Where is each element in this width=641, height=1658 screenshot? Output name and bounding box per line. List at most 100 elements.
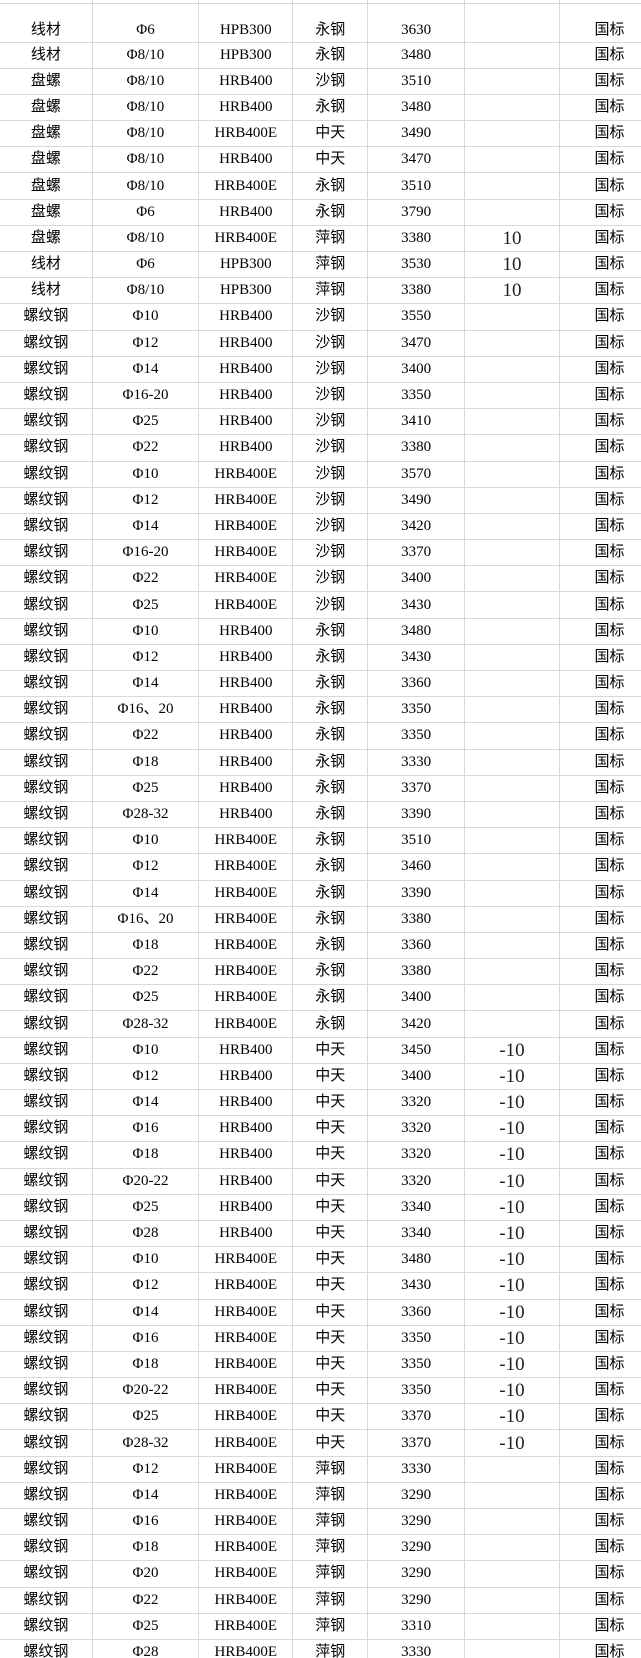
cell-price[interactable]: 3370 bbox=[368, 1430, 465, 1457]
cell-grade[interactable]: HRB400 bbox=[199, 1037, 294, 1064]
cell-spec[interactable]: Φ12 bbox=[92, 1456, 200, 1483]
cell-standard[interactable]: 国标 bbox=[559, 907, 641, 933]
cell-change[interactable] bbox=[464, 42, 560, 69]
cell-spec[interactable]: Φ16 bbox=[92, 1509, 200, 1536]
cell-spec[interactable]: Φ14 bbox=[92, 1299, 200, 1326]
cell-material[interactable]: 线材 bbox=[0, 42, 93, 69]
cell-grade[interactable]: HRB400 bbox=[199, 330, 294, 357]
cell-material[interactable]: 螺纹钢 bbox=[0, 330, 93, 357]
cell-material[interactable]: 螺纹钢 bbox=[0, 1325, 93, 1352]
cell-mill[interactable]: 沙钢 bbox=[293, 356, 369, 383]
cell-spec[interactable]: Φ8/10 bbox=[92, 225, 200, 252]
cell-change[interactable] bbox=[464, 644, 560, 671]
cell-spec[interactable]: Φ22 bbox=[92, 723, 200, 750]
cell-price[interactable]: 3340 bbox=[368, 1220, 465, 1248]
cell-spec[interactable]: Φ16、20 bbox=[92, 906, 200, 933]
cell-price[interactable]: 3380 bbox=[368, 278, 465, 305]
cell-standard[interactable]: 国标 bbox=[559, 1509, 641, 1536]
cell-change[interactable] bbox=[464, 618, 560, 645]
cell-price[interactable]: 3330 bbox=[368, 1456, 465, 1483]
cell-mill[interactable]: 沙钢 bbox=[293, 513, 369, 541]
cell-standard[interactable]: 国标 bbox=[559, 121, 641, 148]
cell-standard[interactable]: 国标 bbox=[559, 1090, 641, 1117]
cell-change[interactable]: -10 bbox=[464, 1299, 560, 1326]
cell-spec[interactable]: Φ22 bbox=[92, 1587, 200, 1614]
cell-spec[interactable]: Φ12 bbox=[92, 330, 200, 357]
cell-material[interactable]: 螺纹钢 bbox=[0, 749, 93, 776]
cell-mill[interactable]: 永钢 bbox=[293, 723, 369, 750]
cell-price[interactable]: 3400 bbox=[368, 566, 465, 593]
cell-material[interactable]: 螺纹钢 bbox=[0, 382, 93, 410]
cell-spec[interactable]: Φ20 bbox=[92, 1561, 200, 1588]
cell-material[interactable]: 螺纹钢 bbox=[0, 566, 93, 593]
cell-change[interactable] bbox=[464, 1456, 560, 1483]
cell-grade[interactable]: HRB400 bbox=[199, 801, 294, 829]
cell-material[interactable]: 螺纹钢 bbox=[0, 618, 93, 645]
cell-change[interactable]: 10 bbox=[464, 225, 560, 252]
cell-material[interactable]: 螺纹钢 bbox=[0, 801, 93, 829]
cell-grade[interactable]: HPB300 bbox=[199, 278, 294, 305]
cell-change[interactable] bbox=[464, 382, 560, 410]
cell-grade[interactable]: HRB400 bbox=[199, 199, 294, 226]
cell-mill[interactable]: 沙钢 bbox=[293, 382, 369, 410]
cell-mill[interactable]: 萍钢 bbox=[293, 1561, 369, 1588]
cell-spec[interactable]: Φ28-32 bbox=[92, 1011, 200, 1038]
cell-grade[interactable]: HRB400 bbox=[199, 1142, 294, 1169]
cell-spec[interactable]: Φ22 bbox=[92, 959, 200, 986]
cell-spec[interactable]: Φ8/10 bbox=[92, 121, 200, 148]
cell-change[interactable] bbox=[464, 487, 560, 514]
cell-material[interactable]: 螺纹钢 bbox=[0, 1613, 93, 1640]
cell-standard[interactable]: 国标 bbox=[559, 1535, 641, 1562]
cell-standard[interactable]: 国标 bbox=[559, 854, 641, 881]
cell-price[interactable]: 3400 bbox=[368, 1063, 465, 1090]
cell-mill[interactable]: 中天 bbox=[293, 1351, 369, 1379]
cell-price[interactable]: 3350 bbox=[368, 382, 465, 410]
cell-price[interactable]: 3330 bbox=[368, 749, 465, 776]
cell-standard[interactable]: 国标 bbox=[559, 1011, 641, 1038]
cell-standard[interactable]: 国标 bbox=[559, 1588, 641, 1614]
cell-grade[interactable]: HRB400E bbox=[199, 121, 294, 148]
cell-mill[interactable]: 永钢 bbox=[293, 42, 369, 69]
cell-material[interactable]: 螺纹钢 bbox=[0, 723, 93, 750]
cell-price[interactable]: 3340 bbox=[368, 1194, 465, 1221]
cell-spec[interactable]: Φ16 bbox=[92, 1325, 200, 1352]
cell-spec[interactable]: Φ6 bbox=[92, 199, 200, 226]
cell-standard[interactable]: 国标 bbox=[559, 1483, 641, 1509]
cell-grade[interactable]: HRB400 bbox=[199, 618, 294, 645]
cell-standard[interactable]: 国标 bbox=[560, 1640, 641, 1658]
cell-price[interactable]: 3390 bbox=[368, 801, 465, 829]
cell-material[interactable]: 螺纹钢 bbox=[0, 1587, 93, 1614]
cell-grade[interactable]: HRB400E bbox=[199, 1430, 294, 1457]
cell-grade[interactable]: HRB400 bbox=[199, 749, 294, 776]
cell-standard[interactable]: 国标 bbox=[559, 1561, 641, 1588]
cell-price[interactable]: 3480 bbox=[368, 618, 465, 645]
cell-grade[interactable]: HRB400 bbox=[199, 1090, 294, 1117]
cell-change[interactable] bbox=[464, 566, 560, 593]
cell-material[interactable]: 螺纹钢 bbox=[0, 1220, 93, 1248]
cell-material[interactable]: 螺纹钢 bbox=[0, 1456, 93, 1483]
cell-change[interactable]: -10 bbox=[464, 1247, 560, 1274]
cell-grade[interactable]: HRB400E bbox=[199, 487, 294, 514]
cell-grade[interactable]: HRB400 bbox=[199, 1116, 294, 1143]
cell-spec[interactable]: Φ18 bbox=[92, 1142, 200, 1169]
cell-spec[interactable]: Φ16 bbox=[92, 1116, 200, 1143]
cell-price[interactable]: 3350 bbox=[368, 1351, 465, 1379]
cell-spec[interactable]: Φ10 bbox=[92, 1247, 200, 1274]
cell-spec[interactable]: Φ8/10 bbox=[92, 147, 200, 174]
cell-mill[interactable]: 萍钢 bbox=[293, 1482, 369, 1509]
cell-mill[interactable]: 永钢 bbox=[293, 932, 369, 960]
cell-spec[interactable]: Φ28-32 bbox=[92, 1430, 200, 1457]
cell-spec[interactable]: Φ18 bbox=[92, 749, 200, 776]
cell-spec[interactable]: Φ10 bbox=[92, 618, 200, 645]
cell-mill[interactable]: 中天 bbox=[293, 1168, 369, 1195]
cell-spec[interactable]: Φ8/10 bbox=[92, 94, 200, 122]
cell-change[interactable] bbox=[464, 461, 560, 488]
cell-price[interactable]: 3510 bbox=[368, 828, 465, 855]
cell-spec[interactable]: Φ10 bbox=[92, 304, 200, 331]
cell-standard[interactable]: 国标 bbox=[559, 1273, 641, 1300]
cell-standard[interactable]: 国标 bbox=[559, 671, 641, 698]
cell-material[interactable]: 螺纹钢 bbox=[0, 985, 93, 1012]
cell-grade[interactable]: HRB400E bbox=[199, 985, 294, 1012]
cell-change[interactable] bbox=[464, 356, 560, 383]
cell-standard[interactable]: 国标 bbox=[559, 1614, 641, 1640]
